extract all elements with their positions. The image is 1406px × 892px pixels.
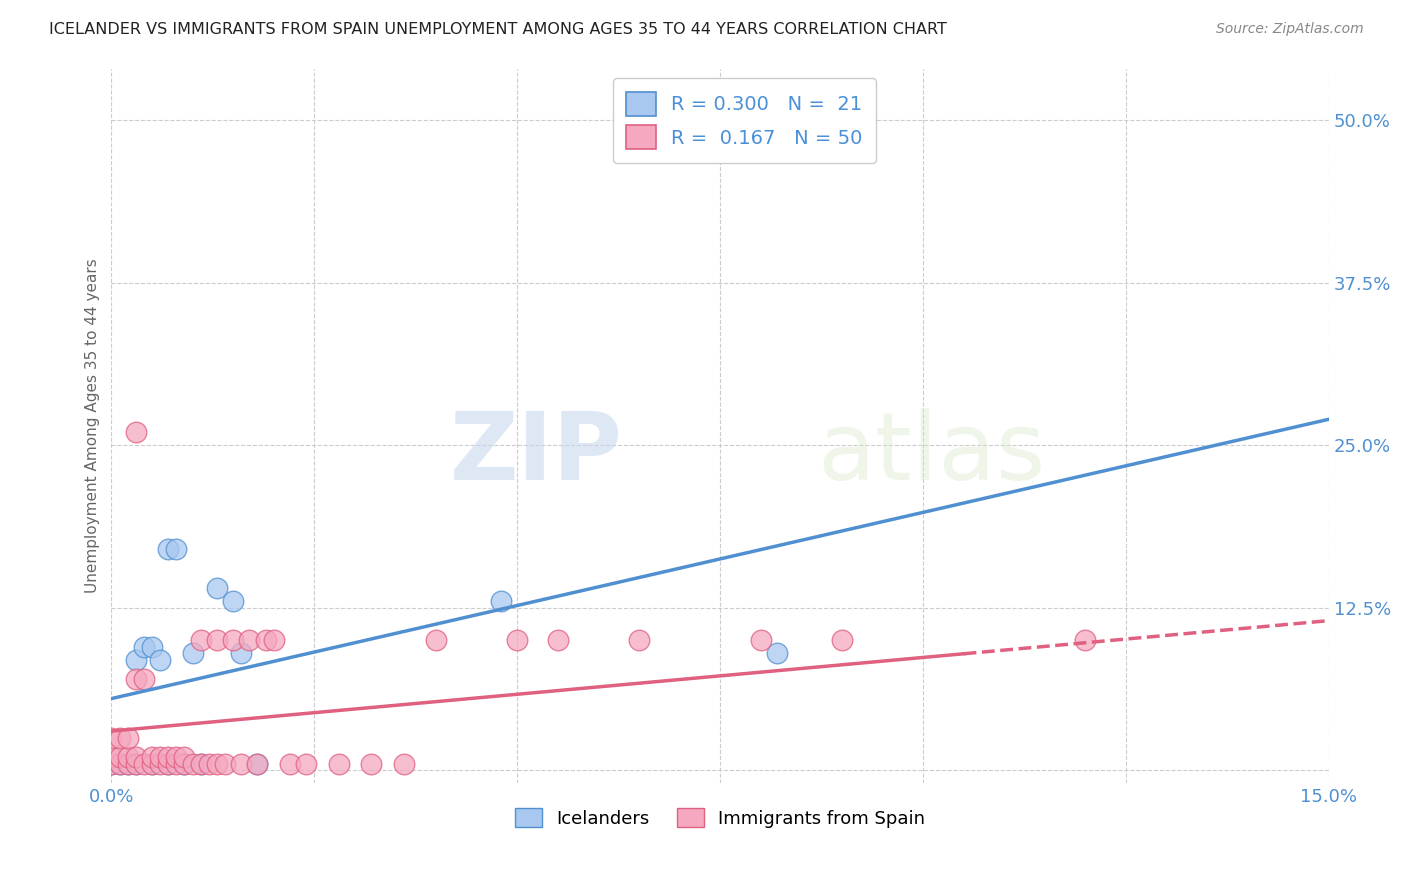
Point [157, 756, 180, 771]
Point [254, 633, 277, 648]
Point [125, 652, 148, 666]
Point [157, 750, 180, 764]
Point [181, 646, 204, 660]
Point [125, 756, 148, 771]
Point [425, 633, 447, 648]
Point [157, 756, 180, 771]
Point [125, 750, 148, 764]
Text: atlas: atlas [817, 409, 1046, 500]
Y-axis label: Unemployment Among Ages 35 to 44 years: Unemployment Among Ages 35 to 44 years [86, 259, 100, 593]
Point [141, 756, 163, 771]
Point [100, 731, 122, 745]
Point [173, 750, 195, 764]
Point [173, 756, 195, 771]
Point [190, 756, 212, 771]
Point [100, 756, 122, 771]
Point [205, 633, 228, 648]
Point [360, 756, 382, 771]
Text: ZIP: ZIP [450, 409, 623, 500]
Point [214, 756, 236, 771]
Point [157, 542, 180, 557]
Point [117, 756, 139, 771]
Text: ICELANDER VS IMMIGRANTS FROM SPAIN UNEMPLOYMENT AMONG AGES 35 TO 44 YEARS CORREL: ICELANDER VS IMMIGRANTS FROM SPAIN UNEMP… [49, 22, 948, 37]
Point [165, 542, 187, 557]
Point [278, 756, 301, 771]
Point [190, 633, 212, 648]
Point [141, 640, 163, 654]
Point [246, 756, 269, 771]
Point [1074, 633, 1097, 648]
Point [125, 425, 148, 440]
Point [108, 756, 131, 771]
Point [141, 756, 163, 771]
Point [108, 750, 131, 764]
Legend: Icelanders, Immigrants from Spain: Icelanders, Immigrants from Spain [508, 801, 932, 835]
Point [831, 633, 853, 648]
Point [125, 672, 148, 686]
Point [141, 750, 163, 764]
Point [132, 640, 155, 654]
Point [165, 750, 187, 764]
Point [117, 731, 139, 745]
Point [222, 633, 245, 648]
Point [100, 750, 122, 764]
Point [108, 731, 131, 745]
Point [100, 756, 122, 771]
Point [132, 672, 155, 686]
Point [749, 633, 772, 648]
Point [117, 750, 139, 764]
Point [198, 756, 221, 771]
Point [125, 756, 148, 771]
Point [149, 652, 172, 666]
Point [181, 756, 204, 771]
Point [132, 756, 155, 771]
Point [295, 756, 318, 771]
Point [205, 581, 228, 595]
Point [766, 646, 789, 660]
Point [117, 756, 139, 771]
Point [231, 646, 253, 660]
Point [246, 756, 269, 771]
Point [489, 594, 512, 608]
Text: Source: ZipAtlas.com: Source: ZipAtlas.com [1216, 22, 1364, 37]
Point [108, 756, 131, 771]
Point [231, 756, 253, 771]
Point [190, 756, 212, 771]
Point [165, 756, 187, 771]
Point [222, 594, 245, 608]
Point [149, 756, 172, 771]
Point [392, 756, 415, 771]
Point [149, 750, 172, 764]
Point [205, 756, 228, 771]
Point [506, 633, 529, 648]
Point [547, 633, 569, 648]
Point [238, 633, 260, 648]
Point [328, 756, 350, 771]
Point [173, 756, 195, 771]
Point [263, 633, 285, 648]
Point [627, 633, 650, 648]
